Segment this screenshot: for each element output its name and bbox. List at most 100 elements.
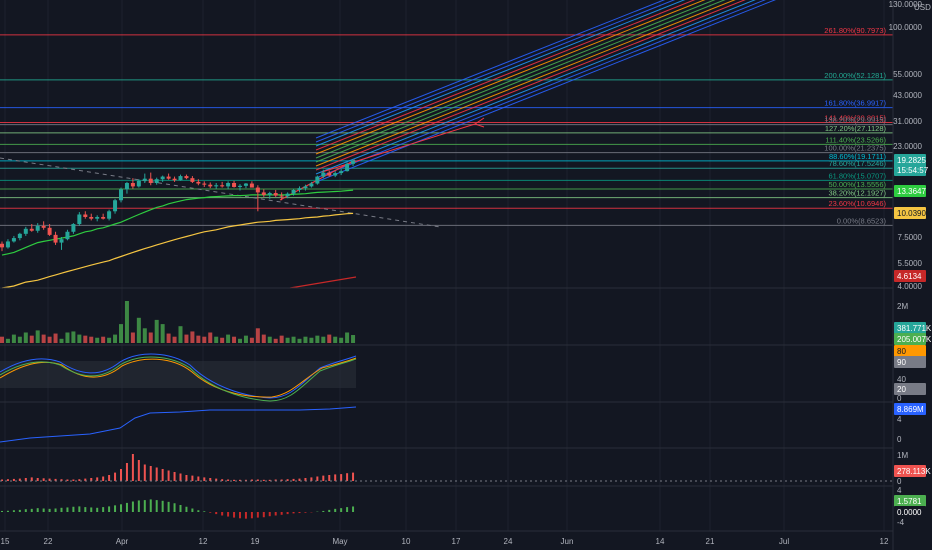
candle-body (166, 176, 171, 179)
hist1-bar (203, 477, 206, 481)
candle-body (178, 176, 183, 181)
volume-bar (291, 336, 296, 343)
candle-body (35, 225, 40, 231)
fib-level-label: 61.80%(15.0707) (828, 171, 886, 180)
obv-line (0, 406, 357, 443)
hist1-tick-label: 1M (897, 451, 908, 460)
volume-bar (303, 336, 308, 343)
obv-tick-label: 0 (897, 435, 902, 444)
price-tick-label: 7.5000 (898, 233, 923, 242)
candle-body (297, 188, 302, 190)
candle-body (142, 178, 147, 181)
trend-channel-drawing[interactable] (0, 0, 820, 228)
candle-body (136, 180, 141, 187)
volume-bar (267, 336, 272, 343)
volume-bar (47, 336, 52, 343)
hist2-bar (120, 504, 122, 512)
hist1-bar (280, 479, 283, 481)
candle-body (101, 216, 106, 219)
stoch-label-bg (894, 345, 926, 357)
stoch-label-bg (894, 356, 926, 368)
candle-body (214, 185, 219, 187)
volume-bar (41, 334, 46, 343)
time-tick-label: 24 (504, 537, 513, 546)
hist2-bar (328, 509, 331, 512)
hist1-bar (48, 478, 51, 481)
ma-price-label-bg (894, 207, 926, 219)
volume-bar (11, 334, 16, 343)
hist1-bar (310, 477, 313, 481)
hist1-bar (221, 479, 224, 481)
hist1-bar (72, 479, 75, 481)
volume-bar (249, 337, 254, 343)
fib-level-label: 88.60%(19.1711) (829, 152, 886, 161)
hist1-bar (54, 478, 57, 481)
time-tick-label: 10 (402, 537, 411, 546)
volume-bar (238, 338, 242, 343)
ma-price-label: 13.3647 (897, 187, 926, 196)
hist1-bar (1, 479, 3, 481)
hist1-bar (256, 479, 259, 481)
volume-label: 381.771K (897, 324, 932, 333)
volume-bar (77, 334, 82, 343)
volume-bar (95, 337, 100, 343)
fib-level-label: 138.20%(29.9915) (824, 116, 886, 125)
time-tick-label: Apr (116, 537, 129, 546)
volume-bar (65, 332, 70, 343)
candle-body (113, 200, 118, 212)
ma-yellow-line (1, 212, 354, 289)
time-tick-label: 15 (1, 537, 10, 546)
hist2-bar (149, 499, 152, 512)
price-tick-label: 130.0000 (889, 0, 923, 9)
hist1-bar (239, 479, 241, 481)
hist1-label-bg (894, 465, 926, 477)
hist1-bar (185, 475, 188, 481)
hist2-bar (244, 512, 247, 519)
hist2-bar (322, 510, 325, 512)
volume-bar (220, 337, 225, 343)
hist2-bar (30, 508, 33, 512)
hist2-bar (346, 507, 349, 512)
hist1-bar (340, 474, 343, 481)
hist1-bar (149, 466, 152, 481)
hist2-bar (131, 501, 134, 512)
candle-body (190, 178, 195, 182)
obv-label: 8.869M (897, 405, 924, 414)
hist1-bar (250, 479, 253, 481)
price-axis[interactable]: USD (892, 0, 931, 550)
hist1-bar (328, 475, 331, 481)
time-tick-label: 12 (880, 537, 889, 546)
hist2-bar (18, 509, 21, 512)
hist1-bar (304, 478, 307, 481)
candle-body (279, 195, 284, 197)
candle-body (77, 214, 82, 225)
fib-level-label: 200.00%(52.1281) (824, 71, 886, 80)
volume-bar (279, 335, 284, 343)
channel-line (315, 0, 666, 139)
hist2-bar (197, 510, 200, 512)
volume-bar (232, 336, 237, 343)
candle-body (345, 163, 350, 172)
channel-line (315, 0, 686, 147)
candle-body (11, 238, 16, 242)
volume-bar (124, 301, 129, 343)
hist1-bar (125, 463, 128, 481)
candle-body (124, 182, 129, 190)
hist2-bar (274, 512, 277, 516)
hist2-bar (262, 512, 265, 518)
volume-bar (35, 330, 40, 343)
hist2-bar (6, 510, 9, 512)
candle-body (273, 193, 278, 196)
candle-body (23, 228, 28, 234)
candle-body (261, 192, 266, 195)
hist1-bar (102, 476, 105, 481)
candle-body (154, 179, 159, 183)
volume-bar (83, 335, 88, 343)
hist2-bar (227, 512, 230, 517)
hist2-bar (155, 500, 158, 512)
volume-bar (243, 335, 248, 343)
dashed-trendline[interactable] (0, 157, 441, 228)
hist2-bar (268, 512, 271, 517)
hist2-label: 0.0000 (897, 508, 922, 517)
